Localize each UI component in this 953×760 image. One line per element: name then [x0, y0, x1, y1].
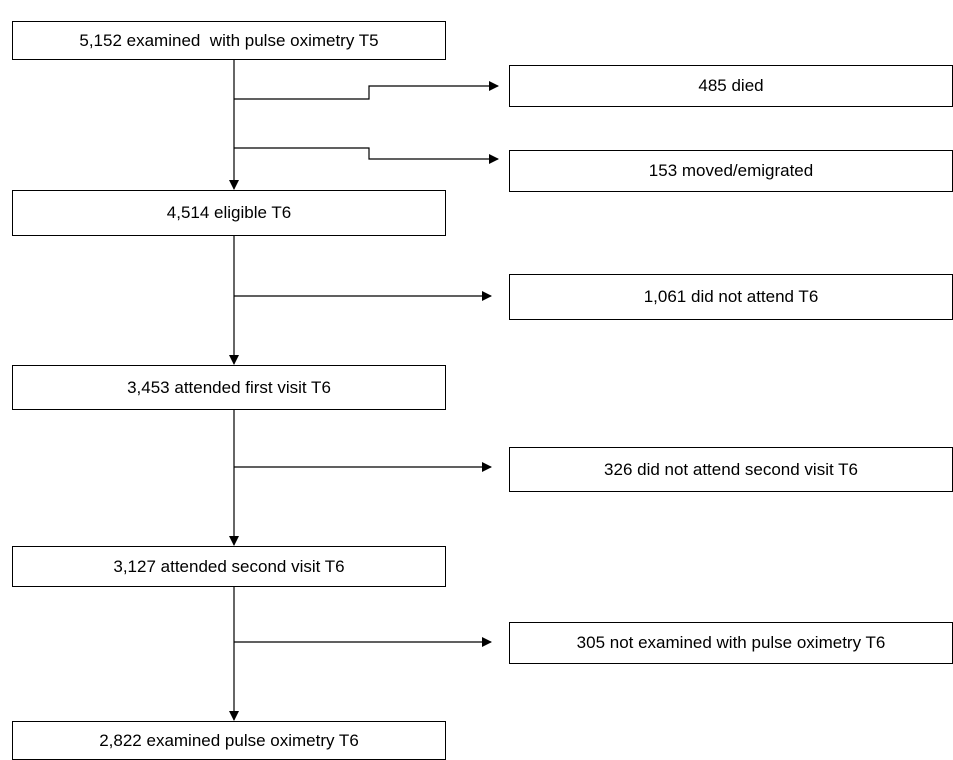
box-attended-first-visit: 3,453 attended first visit T6 [12, 365, 446, 410]
box-not-examined-oximetry-label: 305 not examined with pulse oximetry T6 [576, 633, 886, 652]
arrow-to-moved [234, 147, 499, 164]
box-did-not-attend-second-visit-label: 326 did not attend second visit T6 [604, 459, 858, 479]
box-examined-oximetry-t6: 2,822 examined pulse oximetry T6 [12, 721, 446, 760]
box-attended-second-visit: 3,127 attended second visit T6 [12, 546, 446, 587]
box-did-not-attend-t6: 1,061 did not attend T6 [509, 274, 953, 320]
box-died-label: 485 died [698, 76, 764, 95]
box-died: 485 died [509, 65, 953, 107]
box-did-not-attend-second-visit: 326 did not attend second visit T6 [509, 447, 953, 492]
box-eligible-t6: 4,514 eligible T6 [12, 190, 446, 236]
box-examined-t5: 5,152 examined with pulse oximetry T5 [12, 21, 446, 60]
box-eligible-t6-label: 4,514 eligible T6 [166, 203, 292, 222]
arrow-to-died [234, 81, 499, 100]
box-not-examined-oximetry: 305 not examined with pulse oximetry T6 [509, 622, 953, 664]
box-did-not-attend-t6-label: 1,061 did not attend T6 [643, 287, 819, 306]
box-attended-first-visit-label: 3,453 attended first visit T6 [127, 377, 331, 397]
box-attended-second-visit-label: 3,127 attended second visit T6 [113, 556, 345, 576]
box-examined-oximetry-t6-label: 2,822 examined pulse oximetry T6 [99, 730, 359, 750]
box-examined-t5-label: 5,152 examined with pulse oximetry T5 [79, 30, 379, 50]
box-moved-emigrated-label: 153 moved/emigrated [648, 161, 814, 180]
box-moved-emigrated: 153 moved/emigrated [509, 150, 953, 192]
